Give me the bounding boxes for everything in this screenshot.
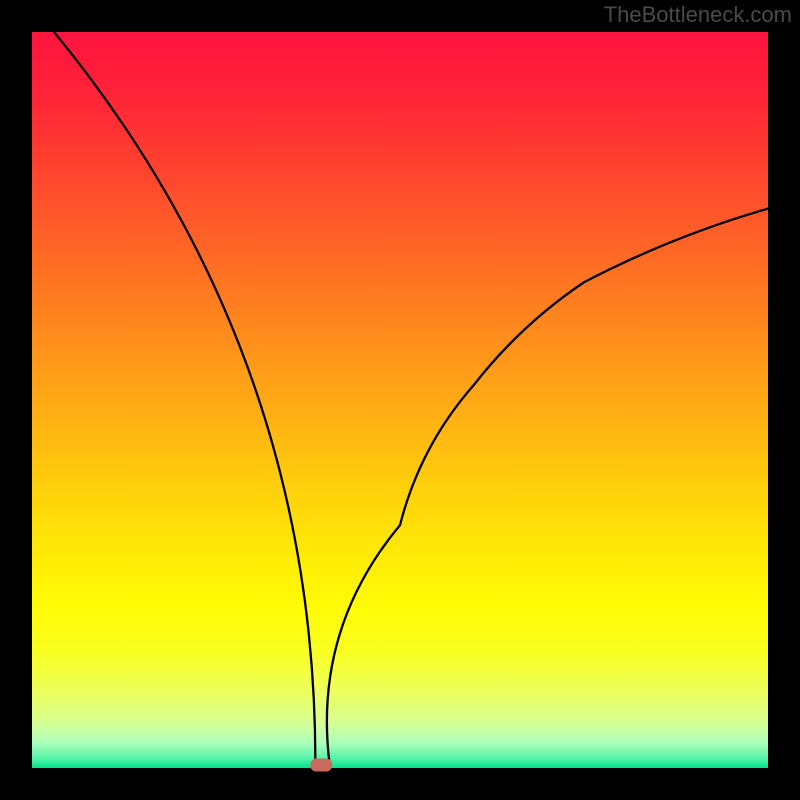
- plot-background: [32, 32, 768, 768]
- chart-container: TheBottleneck.com: [0, 0, 800, 800]
- watermark-text: TheBottleneck.com: [604, 2, 792, 28]
- optimum-marker: [310, 759, 332, 772]
- bottleneck-chart: [0, 0, 800, 800]
